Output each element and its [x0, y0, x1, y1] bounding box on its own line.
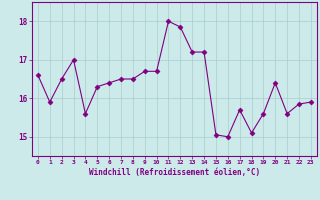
X-axis label: Windchill (Refroidissement éolien,°C): Windchill (Refroidissement éolien,°C) — [89, 168, 260, 177]
